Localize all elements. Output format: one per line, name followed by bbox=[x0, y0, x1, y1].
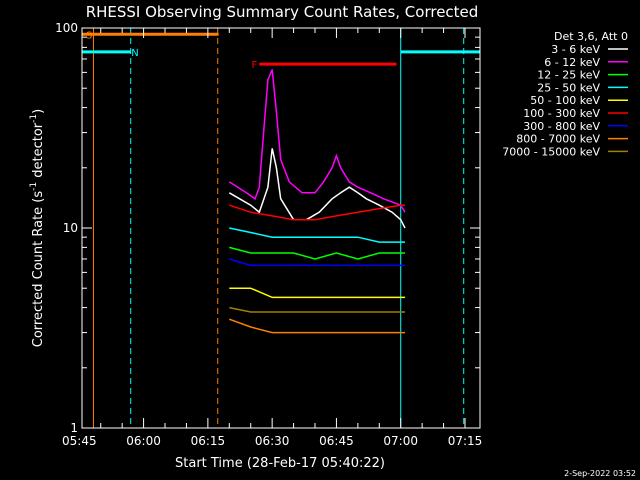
x-tick-label: 06:00 bbox=[126, 434, 161, 448]
series-line-7000-15000-kev bbox=[229, 306, 405, 313]
annotation-label-3: F bbox=[252, 60, 258, 71]
series-line-300-800-kev bbox=[229, 258, 405, 267]
series-line-25-50-kev bbox=[229, 227, 405, 243]
legend-label: 100 - 300 keV bbox=[523, 107, 600, 120]
x-tick-label: 05:45 bbox=[62, 434, 97, 448]
plot-layer: S N N F bbox=[82, 28, 488, 428]
x-axis-label: Start Time (28-Feb-17 05:40:22) bbox=[175, 456, 385, 471]
x-tick-label: 07:00 bbox=[383, 434, 418, 448]
legend-label: 7000 - 15000 keV bbox=[502, 145, 600, 158]
series-line-6-12-kev bbox=[228, 69, 406, 213]
legend-label: 300 - 800 keV bbox=[523, 120, 600, 133]
series-line-50-100-kev bbox=[229, 287, 405, 299]
series-line-12-25-kev bbox=[229, 246, 405, 260]
legend-label: 800 - 7000 keV bbox=[516, 133, 600, 146]
x-tick-label: 06:15 bbox=[191, 434, 226, 448]
annotation-label-1: N bbox=[131, 48, 138, 59]
y-tick-label: 1 bbox=[70, 421, 78, 435]
series-line-3-6-kev bbox=[228, 148, 406, 229]
legend-label: 50 - 100 keV bbox=[530, 94, 600, 107]
legend-label: 25 - 50 keV bbox=[537, 81, 600, 94]
series-line-100-300-kev bbox=[229, 204, 405, 221]
y-axis-label: Corrected Count Rate (s-1 detector-1) bbox=[29, 109, 46, 347]
annotation-label-2: N bbox=[481, 48, 488, 59]
y-tick-label: 100 bbox=[55, 21, 78, 35]
legend-label: 6 - 12 keV bbox=[544, 56, 600, 69]
legend-label: 12 - 25 keV bbox=[537, 69, 600, 82]
plot-inner: S N N F bbox=[82, 28, 488, 428]
footer-timestamp: 2-Sep-2022 03:52 bbox=[564, 469, 636, 478]
x-tick-label: 06:45 bbox=[319, 434, 354, 448]
legend-title: Det 3,6, Att 0 bbox=[554, 30, 628, 43]
plot-frame bbox=[81, 27, 481, 429]
axes-frame: 05:45 06:00 06:15 06:30 06:45 07:00 07:15 1 10 10… bbox=[55, 21, 482, 448]
annotation-label-0: S bbox=[86, 30, 92, 41]
legend-label: 3 - 6 keV bbox=[551, 43, 600, 56]
y-tick-label: 10 bbox=[63, 221, 78, 235]
x-tick-label: 06:30 bbox=[255, 434, 290, 448]
series-line-800-7000-kev bbox=[229, 318, 405, 334]
chart-title: RHESSI Observing Summary Count Rates, Co… bbox=[86, 3, 479, 21]
x-tick-label: 07:15 bbox=[448, 434, 483, 448]
